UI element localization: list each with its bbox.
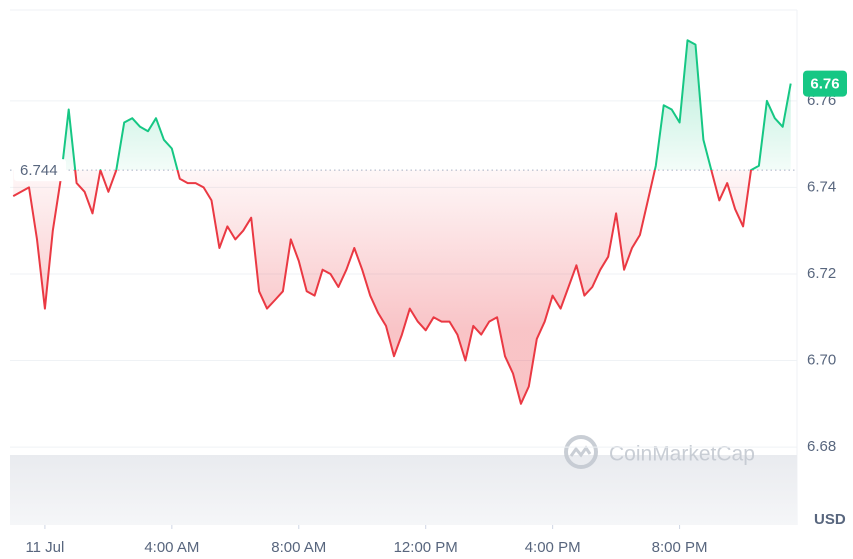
x-tick-label: 12:00 PM xyxy=(394,539,458,556)
baseline-tag xyxy=(14,159,66,182)
x-tick-label: 8:00 AM xyxy=(271,539,326,556)
y-tick-label: 6.70 xyxy=(807,352,836,369)
x-tick-label: 8:00 PM xyxy=(652,539,708,556)
area xyxy=(13,40,791,404)
watermark-text: CoinMarketCap xyxy=(609,443,755,466)
x-tick-label: 4:00 AM xyxy=(144,539,199,556)
y-tick-label: 6.74 xyxy=(807,178,836,195)
y-tick-label: 6.68 xyxy=(807,438,836,455)
price-tag-label: 6.76 xyxy=(810,76,839,93)
watermark: CoinMarketCap xyxy=(564,435,755,469)
x-tick-label: 11 Jul xyxy=(25,539,64,556)
price-tag xyxy=(803,70,847,97)
price-line xyxy=(12,39,792,405)
x-tick-label: 4:00 PM xyxy=(525,539,581,556)
baseline-label: 6.744 xyxy=(20,162,58,179)
volume-area xyxy=(10,455,797,525)
currency-label: USD xyxy=(814,511,846,528)
y-tick-label: 6.72 xyxy=(807,265,836,282)
